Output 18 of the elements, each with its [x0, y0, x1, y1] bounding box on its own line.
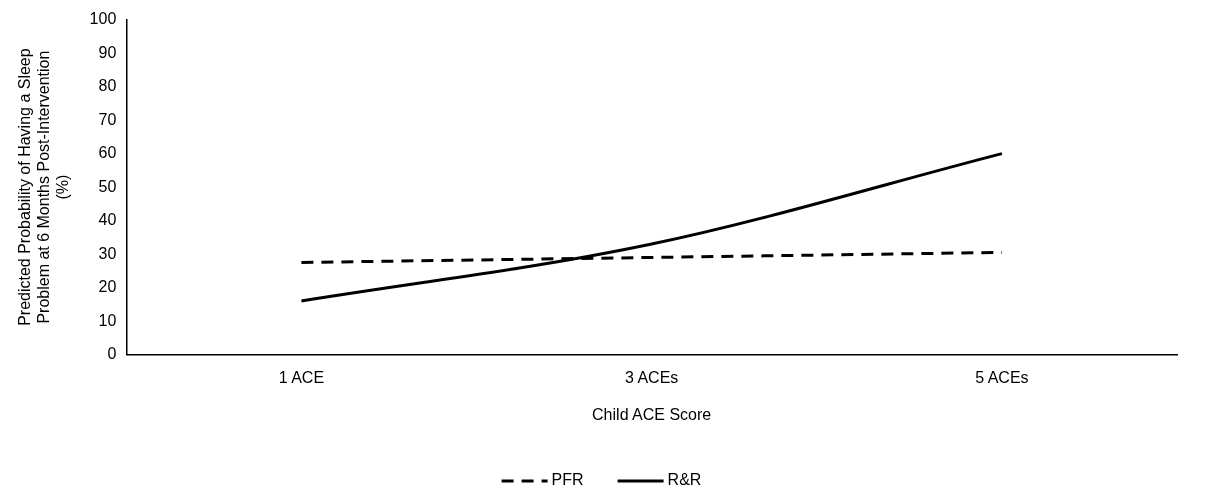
- y-tick-label: 80: [98, 77, 117, 95]
- y-tick-label: 60: [98, 144, 117, 162]
- y-tick-label: 30: [98, 244, 117, 262]
- x-tick-label: 3 ACEs: [624, 368, 679, 386]
- x-tick-label: 5 ACEs: [975, 368, 1029, 386]
- y-tick-label: 50: [98, 177, 117, 195]
- x-axis-title: Child ACE Score: [592, 405, 712, 423]
- legend-label: PFR: [551, 471, 584, 489]
- y-tick-label: 10: [98, 311, 117, 329]
- x-tick-label: 1 ACE: [278, 368, 325, 386]
- y-tick-label: 40: [98, 211, 117, 229]
- y-tick-label: 100: [89, 10, 117, 28]
- y-tick-label: 20: [98, 278, 117, 296]
- y-tick-label: 70: [98, 110, 117, 128]
- y-axis-title: Predicted Probability of Having a Sleep Problem at 6 Months Post-Intervention (%): [16, 48, 72, 326]
- legend-label: R&R: [667, 471, 702, 489]
- y-tick-label: 90: [98, 43, 117, 61]
- y-tick-label: 0: [107, 345, 117, 363]
